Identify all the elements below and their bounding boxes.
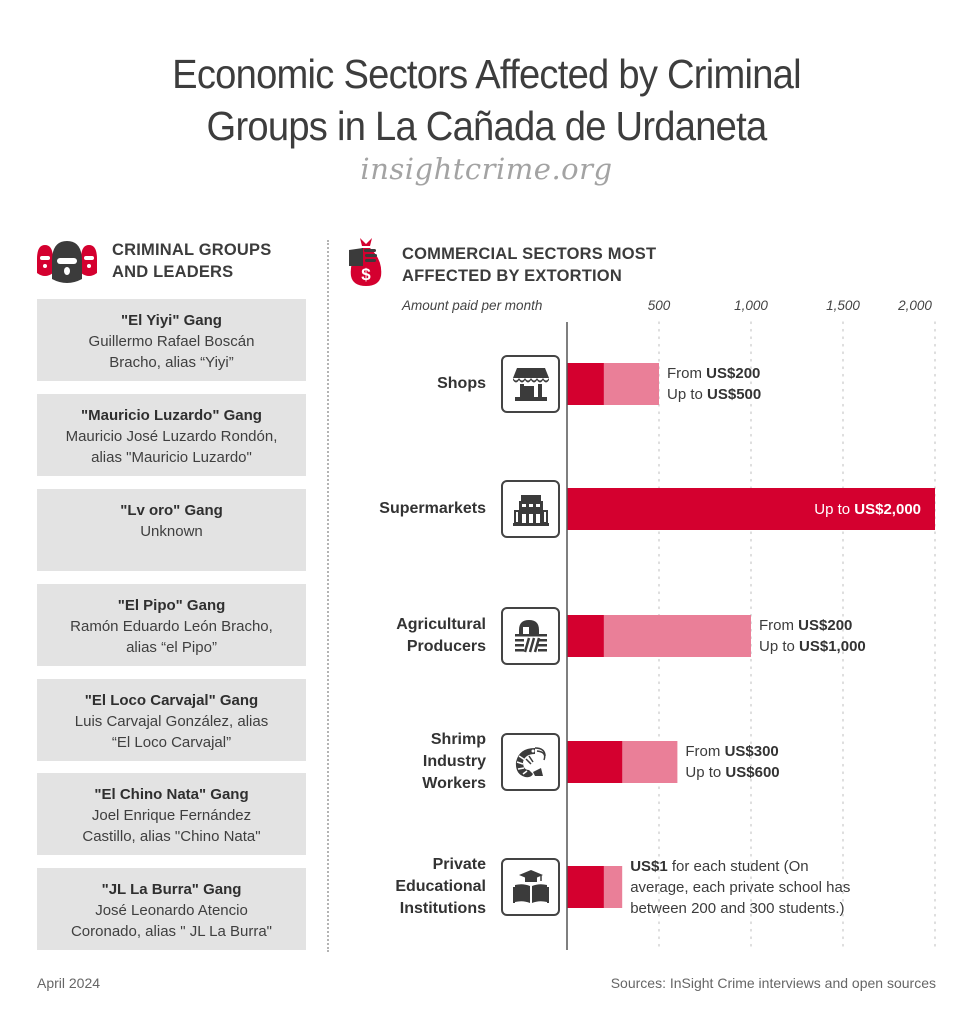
sector-label-line: Shrimp — [430, 731, 486, 748]
group-name: "El Pipo" Gang — [117, 597, 226, 614]
group-name: "Mauricio Luzardo" Gang — [81, 407, 262, 424]
graduation-book-icon — [501, 858, 560, 916]
group-card: "El Yiyi" Gang Guillermo Rafael Boscán B… — [37, 299, 306, 381]
heading-line-1: COMMERCIAL SECTORS MOST — [402, 245, 657, 263]
publication-date: April 2024 — [37, 975, 101, 991]
sector-label: Shops — [356, 373, 486, 395]
group-name: "JL La Burra" Gang — [101, 881, 242, 898]
leader-line-2: alias "Mauricio Luzardo" — [91, 449, 252, 466]
bar-value-label: Up to US$2,000 — [814, 501, 921, 518]
bar-value-label: US$1 for each student (On average, each p… — [630, 857, 851, 917]
bar-max-1 — [567, 488, 935, 530]
site-url: insightcrime.org — [360, 152, 613, 186]
sector-label-line: Private — [432, 856, 486, 873]
sector-label: Agricultural Producers — [356, 614, 486, 658]
svg-text:$: $ — [361, 265, 371, 284]
sector-label-line: Shops — [437, 375, 486, 392]
farm-field-icon — [501, 607, 560, 665]
sector-label: Supermarkets — [356, 498, 486, 520]
balaclava-masks-icon — [37, 241, 97, 283]
leader-line-1: Unknown — [140, 523, 203, 540]
sector-label-line: Agricultural — [396, 616, 486, 633]
sector-label-line: Supermarkets — [379, 500, 486, 517]
x-axis-label: Amount paid per month — [402, 298, 543, 313]
storefront-icon — [501, 355, 560, 413]
section-divider — [327, 240, 329, 952]
leader-line-2: Castillo, alias "Chino Nata" — [82, 828, 261, 845]
sector-label-line: Educational — [395, 878, 486, 895]
leader-line-1: José Leonardo Atencio — [95, 902, 248, 919]
leader-line-1: Ramón Eduardo León Bracho, — [70, 618, 273, 635]
sources-note: Sources: InSight Crime interviews and op… — [610, 975, 936, 991]
group-card: "El Pipo" Gang Ramón Eduardo León Bracho… — [37, 584, 306, 666]
group-card: "El Chino Nata" Gang Joel Enrique Fernán… — [37, 773, 306, 855]
group-card: "Lv oro" Gang Unknown — [37, 489, 306, 571]
group-card: "JL La Burra" Gang José Leonardo Atencio… — [37, 868, 306, 950]
heading-line-2: AFFECTED BY EXTORTION — [402, 267, 622, 285]
sector-label-line: Producers — [406, 638, 486, 655]
x-tick-label: 1,000 — [734, 298, 768, 313]
leader-line-2: Bracho, alias “Yiyi” — [109, 354, 234, 371]
sector-label-line: Institutions — [399, 900, 486, 917]
sector-label: Shrimp Industry Workers — [356, 729, 486, 795]
group-name: "El Loco Carvajal" Gang — [84, 692, 259, 709]
heading-line-2: AND LEADERS — [112, 263, 234, 281]
group-name: "Lv oro" Gang — [120, 502, 223, 519]
commercial-sectors-heading: COMMERCIAL SECTORS MOST AFFECTED BY EXTO… — [402, 243, 656, 287]
group-card: "Mauricio Luzardo" Gang Mauricio José Lu… — [37, 394, 306, 476]
leader-line-2: Coronado, alias " JL La Burra" — [70, 923, 273, 940]
bar-value-label: From US$300 Up to US$600 — [685, 743, 780, 781]
bar-min-2 — [567, 615, 604, 657]
leader-line-1: Guillermo Rafael Boscán — [88, 333, 255, 350]
supermarket-building-icon — [501, 480, 560, 538]
bar-value-label: From US$200 Up to US$1,000 — [759, 617, 866, 655]
leader-line-1: Joel Enrique Fernández — [91, 807, 252, 824]
group-name: "El Yiyi" Gang — [121, 312, 222, 329]
leader-line-1: Luis Carvajal González, alias — [74, 713, 269, 730]
bar-min-4 — [567, 866, 604, 908]
title-line-1: Economic Sectors Affected by Criminal — [172, 51, 801, 97]
title-line-2: Groups in La Cañada de Urdaneta — [206, 103, 768, 149]
bar-min-0 — [567, 363, 604, 405]
sector-label: Private Educational Institutions — [356, 854, 486, 920]
x-tick-label: 1,500 — [826, 298, 860, 313]
bar-value-label: From US$200 Up to US$500 — [667, 365, 762, 403]
sector-label-line: Industry — [422, 753, 486, 770]
criminal-groups-heading: CRIMINAL GROUPS AND LEADERS — [112, 239, 271, 283]
money-bag-hand-icon: $ — [349, 238, 382, 286]
x-tick-label: 2,000 — [898, 298, 932, 313]
shrimp-icon — [501, 733, 560, 791]
group-name: "El Chino Nata" Gang — [94, 786, 249, 803]
x-tick-label: 500 — [647, 298, 671, 313]
leader-line-1: Mauricio José Luzardo Rondón, — [65, 428, 278, 445]
group-card: "El Loco Carvajal" Gang Luis Carvajal Go… — [37, 679, 306, 761]
leader-line-2: alias “el Pipo” — [126, 639, 217, 656]
bar-min-3 — [567, 741, 623, 783]
heading-line-1: CRIMINAL GROUPS — [112, 241, 272, 259]
sector-label-line: Workers — [422, 775, 486, 792]
leader-line-2: “El Loco Carvajal” — [111, 734, 232, 751]
infographic-title: Economic Sectors Affected by Criminal Gr… — [34, 48, 939, 152]
